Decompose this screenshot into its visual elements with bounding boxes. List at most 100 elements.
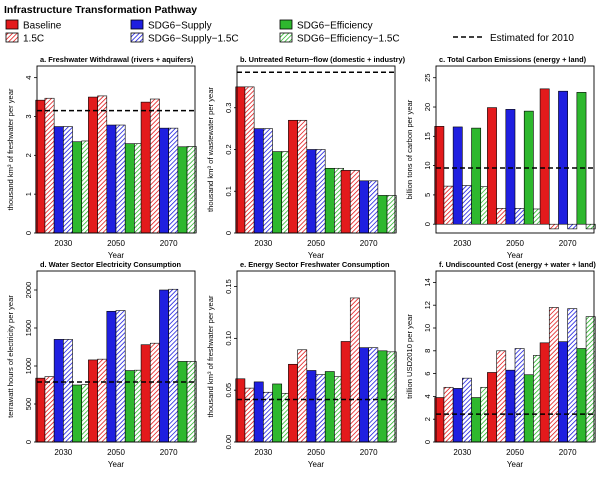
legend-swatch xyxy=(130,32,144,43)
y-tick-label: 0 xyxy=(423,222,432,226)
y-axis-label: trillion USD2010 per year xyxy=(405,314,414,399)
chart-panel: d. Water Sector Electricity Consumption t… xyxy=(6,260,197,469)
figure-title: Infrastructure Transformation Pathway xyxy=(4,4,197,16)
bar xyxy=(505,369,516,443)
panel-title: e. Energy Sector Freshwater Consumption xyxy=(240,260,390,269)
x-tick-label: 2050 xyxy=(307,239,325,248)
y-tick-label: 20 xyxy=(423,103,432,111)
y-tick-label: 10 xyxy=(423,161,432,169)
chart-panel: a. Freshwater Withdrawal (rivers + aquif… xyxy=(6,55,197,260)
y-tick-label: 1 xyxy=(24,192,33,196)
bar xyxy=(487,107,497,225)
bar xyxy=(471,127,482,225)
y-tick-label: 0 xyxy=(24,231,33,235)
x-tick-label: 2050 xyxy=(307,448,325,457)
x-tick-label: 2030 xyxy=(254,239,272,248)
bar xyxy=(97,95,108,234)
bar xyxy=(306,370,317,443)
bar xyxy=(340,170,351,234)
bar xyxy=(377,195,388,234)
y-tick-label: 500 xyxy=(24,398,33,411)
bar xyxy=(359,180,369,234)
bar xyxy=(297,119,308,234)
plot-frame xyxy=(36,270,196,443)
chart-panel: b. Untreated Return−flow (domestic + ind… xyxy=(206,55,406,260)
plot-frame xyxy=(435,65,595,234)
bar xyxy=(253,128,264,234)
bar xyxy=(159,127,169,234)
bar xyxy=(443,185,454,225)
bar xyxy=(523,374,534,443)
x-tick-label: 2050 xyxy=(107,239,125,248)
y-axis-label: billion tons of carbon per year xyxy=(405,99,414,199)
bar xyxy=(124,143,135,234)
y-tick-label: 0.05 xyxy=(224,383,233,398)
x-axis-label: Year xyxy=(108,460,125,469)
legend-label: 1.5C xyxy=(23,34,44,45)
panel-title: f. Undiscounted Cost (energy + water + l… xyxy=(439,260,596,269)
y-axis-label: thousand km³ of wastewater per year xyxy=(206,87,215,212)
bar xyxy=(349,297,360,443)
y-axis-label: thousand km³ of freshwater per year xyxy=(6,88,15,210)
x-tick-label: 2070 xyxy=(360,239,378,248)
x-axis-label: Year xyxy=(308,460,325,469)
plot-frame xyxy=(236,270,396,443)
bar xyxy=(558,341,568,443)
bar xyxy=(377,350,388,443)
bar xyxy=(140,101,151,234)
legend-item: SDG6−Supply−1.5C xyxy=(130,32,239,45)
y-tick-label: 10 xyxy=(423,324,432,332)
bar xyxy=(244,387,255,443)
x-tick-label: 2030 xyxy=(453,448,471,457)
plot-frame xyxy=(36,65,196,234)
bar xyxy=(576,92,587,225)
bar xyxy=(263,128,273,234)
bar xyxy=(462,377,472,443)
chart-panel: c. Total Carbon Emissions (energy + land… xyxy=(405,55,596,260)
bar xyxy=(72,384,83,443)
y-tick-label: 4 xyxy=(24,76,33,80)
bar xyxy=(487,372,497,443)
legend-swatch xyxy=(5,32,19,43)
panel-title: d. Water Sector Electricity Consumption xyxy=(40,260,181,269)
bar xyxy=(514,348,525,443)
bar xyxy=(272,383,283,443)
y-tick-label: 1000 xyxy=(24,358,33,375)
legend-label: SDG6−Efficiency xyxy=(297,21,373,32)
y-tick-label: 8 xyxy=(423,349,432,353)
bar xyxy=(368,347,379,443)
bar xyxy=(63,339,73,443)
x-tick-label: 2030 xyxy=(254,448,272,457)
bar xyxy=(505,109,516,225)
bar xyxy=(88,359,98,443)
bar xyxy=(558,90,568,225)
bar xyxy=(548,223,559,230)
x-tick-label: 2030 xyxy=(453,239,471,248)
y-tick-label: 2 xyxy=(24,153,33,157)
bar xyxy=(297,349,308,443)
legend-label: SDG6−Efficiency−1.5C xyxy=(297,34,400,45)
chart-panels: a. Freshwater Withdrawal (rivers + aquif… xyxy=(6,55,596,469)
y-tick-label: 25 xyxy=(423,74,432,82)
legend-swatch xyxy=(5,19,19,30)
chart-panel: e. Energy Sector Freshwater Consumption t… xyxy=(206,260,397,469)
legend-item: SDG6−Efficiency−1.5C xyxy=(279,32,400,45)
legend-item-reference: Estimated for 2010 xyxy=(453,33,574,44)
bar xyxy=(324,371,335,443)
x-tick-label: 2070 xyxy=(559,448,577,457)
bar xyxy=(315,149,326,234)
bar xyxy=(244,86,255,234)
bar xyxy=(452,126,463,225)
bar xyxy=(496,350,507,443)
bar xyxy=(149,98,160,234)
legend-label: SDG6−Supply−1.5C xyxy=(148,34,239,45)
bar xyxy=(168,288,179,443)
bar xyxy=(44,376,55,443)
y-tick-label: 0.00 xyxy=(224,435,233,450)
panel-title: a. Freshwater Withdrawal (rivers + aquif… xyxy=(40,55,194,64)
bar xyxy=(567,223,578,230)
y-tick-label: 1500 xyxy=(24,320,33,337)
bar xyxy=(177,146,188,234)
bar xyxy=(471,397,482,443)
bar xyxy=(288,363,298,443)
